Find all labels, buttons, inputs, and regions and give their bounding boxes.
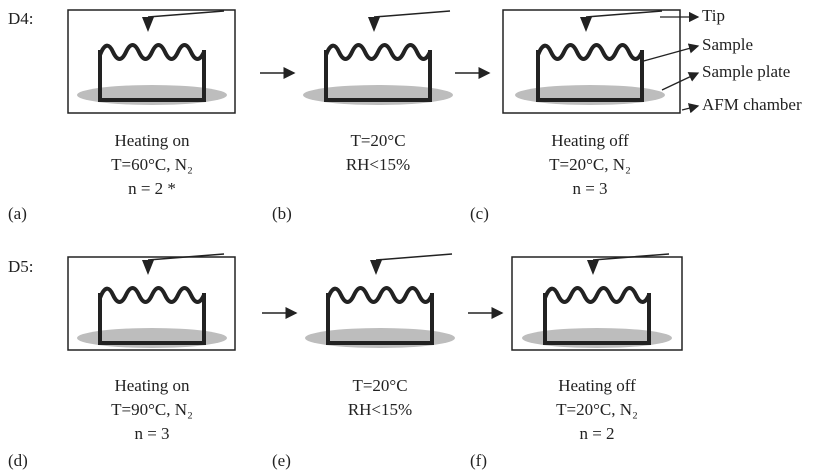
cantilever xyxy=(373,10,451,18)
condition-text: T=20°C, N₂ xyxy=(556,400,638,419)
cantilever xyxy=(592,253,670,261)
tip xyxy=(368,17,380,32)
condition-text: T=20°C xyxy=(350,131,405,150)
condition-text: RH<15% xyxy=(348,400,412,419)
legend-label: AFM chamber xyxy=(702,95,802,114)
tip xyxy=(580,17,592,32)
container xyxy=(536,50,644,102)
condition-text: n = 2 * xyxy=(128,179,176,198)
condition-text: Heating on xyxy=(114,376,190,395)
panel-id: (c) xyxy=(470,204,489,223)
condition-text: n = 3 xyxy=(572,179,607,198)
afm-chamber xyxy=(67,256,236,351)
legend-arrow xyxy=(681,103,700,114)
legend-arrow xyxy=(639,43,700,63)
row-label: D5: xyxy=(8,257,34,276)
panel-id: (e) xyxy=(272,451,291,470)
cantilever xyxy=(585,10,663,18)
sample xyxy=(98,43,206,61)
panel-id: (a) xyxy=(8,204,27,223)
row-label: D4: xyxy=(8,9,34,28)
condition-text: n = 2 xyxy=(579,424,614,443)
sample xyxy=(324,43,432,61)
sample xyxy=(536,43,644,61)
condition-text: RH<15% xyxy=(346,155,410,174)
condition-text: Heating off xyxy=(551,131,629,150)
legend-arrow xyxy=(661,72,700,91)
tip xyxy=(370,260,382,275)
condition-text: T=20°C, N₂ xyxy=(549,155,631,174)
condition-text: T=20°C xyxy=(352,376,407,395)
legend-label: Tip xyxy=(702,6,725,25)
legend-label: Sample xyxy=(702,35,753,54)
panel-id: (d) xyxy=(8,451,28,470)
sample xyxy=(543,286,651,304)
condition-text: Heating on xyxy=(114,131,190,150)
condition-text: n = 3 xyxy=(134,424,169,443)
container xyxy=(98,293,206,345)
container xyxy=(98,50,206,102)
tip xyxy=(142,17,154,32)
afm-chamber xyxy=(67,9,236,114)
panel-id: (b) xyxy=(272,204,292,223)
sample xyxy=(98,286,206,304)
tip xyxy=(587,260,599,275)
afm-chamber xyxy=(502,9,681,114)
container xyxy=(324,50,432,102)
container xyxy=(326,293,434,345)
cantilever xyxy=(147,10,225,18)
condition-text: Heating off xyxy=(558,376,636,395)
afm-chamber xyxy=(511,256,683,351)
sample xyxy=(326,286,434,304)
cantilever xyxy=(147,253,225,261)
condition-text: T=60°C, N₂ xyxy=(111,155,193,174)
condition-text: T=90°C, N₂ xyxy=(111,400,193,419)
tip xyxy=(142,260,154,275)
legend-label: Sample plate xyxy=(702,62,790,81)
panel-id: (f) xyxy=(470,451,487,470)
container xyxy=(543,293,651,345)
cantilever xyxy=(375,253,453,261)
